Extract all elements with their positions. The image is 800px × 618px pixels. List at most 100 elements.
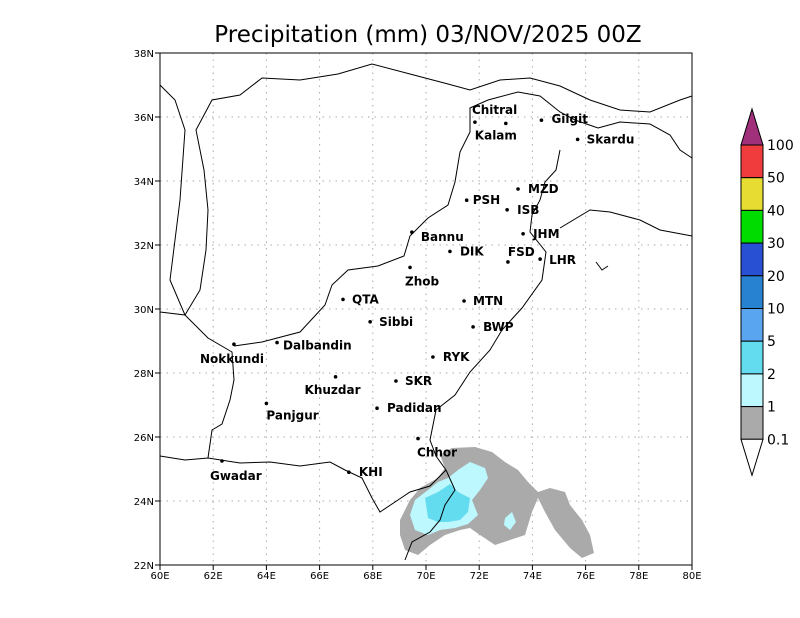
city-markers: Chitral Kalam Gilgit Skardu MZD PSH ISB JHM Bann…: [200, 103, 634, 483]
lat-tick-label: 26N: [134, 433, 154, 444]
colorbar-label: 5: [767, 334, 776, 350]
city-khi: KHI: [347, 465, 383, 479]
city-dot-icon: [220, 459, 224, 463]
city-label: Gilgit: [551, 112, 588, 126]
city-dot-icon: [504, 121, 508, 126]
colorbar-label: 30: [767, 236, 785, 252]
city-label: MZD: [528, 182, 559, 196]
city-qta: QTA: [341, 292, 379, 306]
city-sibbi: Sibbi: [368, 315, 413, 329]
city-panjgur: Panjgur: [264, 401, 319, 422]
city-psh: PSH: [464, 193, 500, 207]
colorbar-swatch: [740, 209, 764, 244]
city-label: DIK: [460, 244, 484, 258]
city-label: PSH: [473, 193, 500, 207]
city-dot-icon: [448, 249, 452, 254]
city-skardu: Skardu: [575, 132, 634, 146]
city-lhr: LHR: [538, 253, 576, 267]
lon-tick-label: 68E: [363, 571, 382, 582]
city-dot-icon: [516, 187, 520, 191]
map-title: Precipitation (mm) 03/NOV/2025 00Z: [214, 22, 641, 48]
city-label: BWP: [483, 320, 514, 334]
city-ryk: RYK: [431, 350, 470, 364]
city-dot-icon: [232, 342, 236, 347]
city-dot-icon: [506, 260, 510, 264]
lat-tick-label: 30N: [134, 305, 154, 316]
city-fsd: FSD: [506, 245, 535, 264]
city-jhm: JHM: [521, 227, 560, 241]
city-mzd: MZD: [516, 182, 559, 196]
colorbar-swatch: [740, 406, 764, 440]
colorbar-swatch: [740, 340, 764, 375]
city-dot-icon: [341, 297, 345, 302]
colorbar-label: 20: [767, 269, 785, 285]
city-dik: DIK: [448, 244, 484, 258]
city-dot-icon: [394, 379, 398, 383]
lat-tick-label: 24N: [134, 497, 154, 508]
city-label: KHI: [359, 465, 383, 479]
city-label: Nokkundi: [200, 352, 264, 366]
colorbar-swatch: [740, 275, 764, 309]
colorbar-swatch: [740, 177, 764, 211]
city-isb: ISB: [505, 203, 539, 217]
city-chitral: Chitral: [472, 103, 517, 124]
lat-tick-label: 38N: [134, 49, 154, 60]
city-dot-icon: [333, 375, 338, 379]
city-label: Gwadar: [210, 469, 262, 483]
colorbar-label: 2: [767, 367, 776, 383]
lon-tick-label: 72E: [470, 571, 489, 582]
city-dot-icon: [408, 265, 412, 270]
precip-2-5mm: [425, 484, 470, 522]
lon-tick-label: 70E: [416, 571, 435, 582]
city-dot-icon: [416, 436, 420, 441]
lon-tick-label: 78E: [629, 571, 648, 582]
city-skr: SKR: [394, 374, 432, 388]
city-dot-icon: [375, 406, 379, 411]
precipitation-field: [400, 447, 594, 558]
city-label: SKR: [405, 374, 432, 388]
city-khuzdar: Khuzdar: [305, 375, 361, 397]
lon-tick-label: 74E: [523, 571, 542, 582]
city-label: QTA: [352, 292, 379, 306]
city-bwp: BWP: [471, 320, 514, 334]
city-bannu: Bannu: [410, 230, 464, 244]
city-label: ISB: [517, 203, 539, 217]
city-chhor: Chhor: [416, 436, 457, 460]
country-borders: [159, 63, 693, 561]
lat-tick-label: 28N: [134, 369, 154, 380]
city-padidan: Padidan: [375, 401, 442, 415]
lat-tick-label: 32N: [134, 241, 154, 252]
lat-tick-label: 22N: [134, 561, 154, 572]
city-nokkundi: Nokkundi: [200, 342, 264, 366]
city-dot-icon: [575, 137, 580, 142]
city-label: FSD: [508, 245, 535, 259]
colorbar-label: 50: [767, 171, 785, 187]
city-label: Khuzdar: [305, 383, 361, 397]
city-mtn: MTN: [462, 294, 503, 308]
city-gwadar: Gwadar: [210, 459, 262, 483]
city-label: Kalam: [475, 128, 517, 142]
city-dot-icon: [473, 120, 477, 124]
city-dot-icon: [431, 355, 435, 359]
grid-lines: [160, 53, 692, 565]
lon-tick-label: 66E: [310, 571, 329, 582]
city-label: Sibbi: [379, 315, 413, 329]
city-dot-icon: [521, 232, 525, 236]
lon-tick-label: 76E: [576, 571, 595, 582]
city-dot-icon: [505, 208, 509, 212]
city-dot-icon: [538, 257, 542, 261]
city-label: MTN: [473, 294, 503, 308]
city-dot-icon: [464, 198, 469, 202]
lon-tick-label: 64E: [257, 571, 276, 582]
colorbar-swatch: [740, 144, 764, 179]
city-dot-icon: [368, 320, 372, 324]
city-dot-icon: [539, 118, 544, 122]
colorbar-label: 10: [767, 302, 785, 318]
lon-tick-label: 60E: [150, 571, 169, 582]
city-label: JHM: [532, 227, 559, 241]
city-label: Dalbandin: [283, 339, 352, 353]
city-dot-icon: [462, 299, 466, 303]
city-gilgit: Gilgit: [539, 112, 588, 126]
city-label: Chitral: [472, 103, 517, 117]
